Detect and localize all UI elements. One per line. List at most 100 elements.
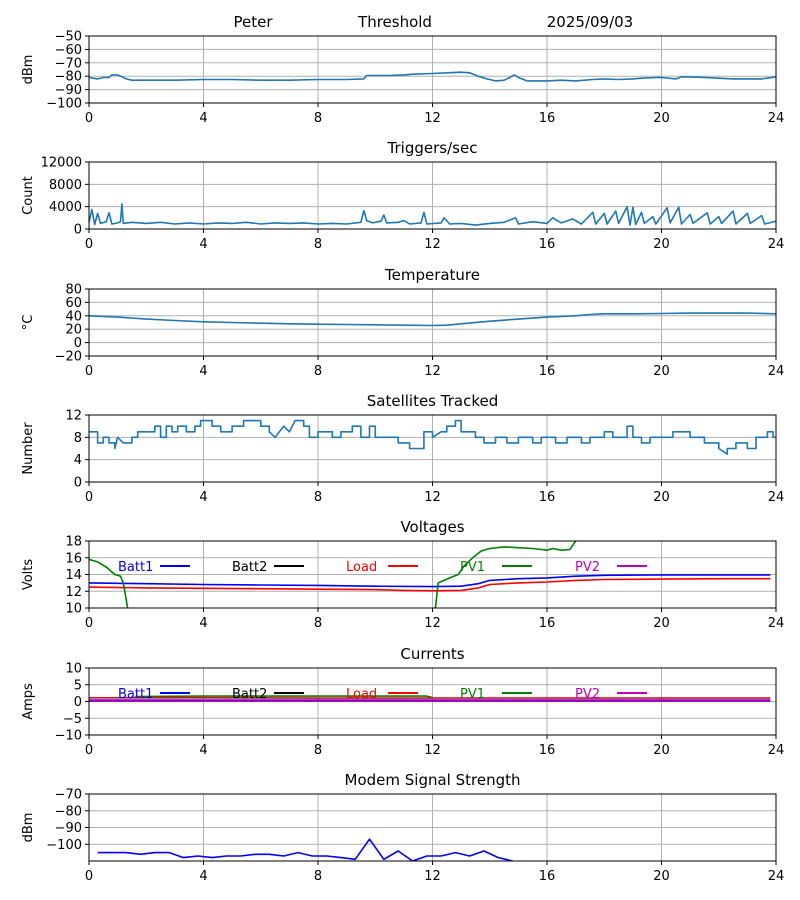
rssi-xtick-6: 24 [768, 111, 785, 126]
temperature-series-0 [89, 312, 776, 327]
voltages-ytick-3: 16 [65, 551, 82, 566]
header-row: Peter Threshold 2025/09/03 [233, 13, 633, 31]
temperature-ytick-1: 0 [74, 336, 82, 351]
satellites-series-0 [89, 419, 776, 455]
currents-series-pv1 [134, 695, 433, 699]
triggers-xtick-5: 20 [653, 237, 670, 252]
modem-xtick-0: 0 [85, 869, 93, 884]
triggers-ylabel: Count [21, 176, 36, 215]
currents-legend-batt2: Batt2 [232, 687, 267, 702]
currents-xtick-5: 20 [653, 743, 670, 758]
voltages-xtick-6: 24 [768, 616, 785, 631]
modem-ytick-3: −70 [55, 788, 82, 803]
temperature-xtick-0: 0 [85, 364, 93, 379]
currents-legend-pv2: PV2 [575, 687, 600, 702]
satellites-ytick-1: 4 [74, 453, 82, 468]
rssi-xtick-0: 0 [85, 111, 93, 126]
triggers-xtick-6: 24 [768, 237, 785, 252]
triggers-series-0 [89, 203, 776, 226]
rssi-ytick-1: −90 [55, 83, 82, 98]
triggers-title: Triggers/sec [387, 139, 478, 157]
triggers-ytick-2: 8000 [49, 178, 82, 193]
voltages-legend-batt1: Batt1 [118, 560, 153, 575]
voltages-ytick-1: 12 [65, 585, 82, 600]
satellites-xtick-4: 16 [539, 490, 556, 505]
satellites-xtick-0: 0 [85, 490, 93, 505]
satellites-panel: 0 4 8 12 16 20 24 0 4 8 12 Satellites Tracked Number [21, 392, 784, 505]
rssi-xtick-1: 4 [199, 111, 207, 126]
voltages-series-load [89, 577, 771, 592]
currents-legend-load: Load [346, 687, 377, 702]
temperature-xtick-1: 4 [199, 364, 207, 379]
rssi-ytick-4: −60 [55, 43, 82, 58]
currents-xtick-3: 12 [424, 743, 441, 758]
modem-xtick-5: 20 [653, 869, 670, 884]
currents-ylabel: Amps [21, 683, 36, 720]
triggers-panel: 0 4 8 12 16 20 24 0 4000 8000 12000 Triggers/sec Cou… [21, 139, 784, 252]
currents-ytick-4: 10 [65, 662, 82, 677]
currents-xtick-1: 4 [199, 743, 207, 758]
voltages-legend-batt2: Batt2 [232, 560, 267, 575]
modem-panel: 0 4 8 12 16 20 24 −100 −90 −80−70 Modem Signal Str… [21, 771, 784, 884]
voltages-ytick-2: 14 [65, 568, 82, 583]
rssi-ytick-3: −70 [55, 56, 82, 71]
voltages-ylabel: Volts [21, 559, 36, 591]
triggers-xtick-3: 12 [424, 237, 441, 252]
triggers-xtick-0: 0 [85, 237, 93, 252]
currents-legend-batt1: Batt1 [118, 687, 153, 702]
triggers-ytick-3: 12000 [41, 156, 82, 171]
temperature-ytick-2: 20 [65, 323, 82, 338]
triggers-xtick-4: 16 [539, 237, 556, 252]
currents-xtick-0: 0 [85, 743, 93, 758]
rssi-xtick-3: 12 [424, 111, 441, 126]
currents-xtick-4: 16 [539, 743, 556, 758]
currents-ytick-1: −5 [63, 712, 82, 727]
voltages-xtick-2: 8 [314, 616, 322, 631]
modem-ytick-1: −90 [55, 821, 82, 836]
temperature-xtick-2: 8 [314, 364, 322, 379]
voltages-title: Voltages [400, 518, 464, 536]
rssi-xtick-4: 16 [539, 111, 556, 126]
voltages-series-pv1 [89, 558, 129, 608]
satellites-title: Satellites Tracked [367, 392, 498, 410]
triggers-ytick-1: 4000 [49, 200, 82, 215]
satellites-xtick-3: 12 [424, 490, 441, 505]
currents-xtick-6: 24 [768, 743, 785, 758]
mode-label: Threshold [357, 13, 432, 31]
temperature-ylabel: °C [21, 315, 36, 331]
voltages-legend-pv1: PV1 [460, 560, 485, 575]
temperature-xtick-4: 16 [539, 364, 556, 379]
triggers-xtick-1: 4 [199, 237, 207, 252]
temperature-ytick-0: −20 [55, 350, 82, 365]
satellites-xtick-5: 20 [653, 490, 670, 505]
temperature-xtick-5: 20 [653, 364, 670, 379]
voltages-xtick-3: 12 [424, 616, 441, 631]
temperature-ytick-5: 80 [65, 283, 82, 298]
satellites-ytick-0: 0 [74, 476, 82, 491]
voltages-xtick-0: 0 [85, 616, 93, 631]
station-name: Peter [233, 13, 273, 31]
modem-xtick-6: 24 [768, 869, 785, 884]
temperature-ytick-3: 40 [65, 309, 82, 324]
modem-xtick-1: 4 [199, 869, 207, 884]
modem-series-0 [97, 838, 513, 861]
modem-xtick-3: 12 [424, 869, 441, 884]
currents-title: Currents [400, 645, 464, 663]
temperature-xtick-6: 24 [768, 364, 785, 379]
modem-ytick-2: −80 [55, 804, 82, 819]
rssi-ytick-0: −100 [46, 97, 82, 112]
rssi-ytick-2: −80 [55, 70, 82, 85]
voltages-legend-pv2: PV2 [575, 560, 600, 575]
voltages-xtick-4: 16 [539, 616, 556, 631]
voltages-series-batt1 [89, 574, 771, 588]
currents-ytick-3: 5 [74, 678, 82, 693]
rssi-xtick-5: 20 [653, 111, 670, 126]
temperature-title: Temperature [384, 266, 480, 284]
temperature-xtick-3: 12 [424, 364, 441, 379]
voltages-legend-load: Load [346, 560, 377, 575]
currents-xtick-2: 8 [314, 743, 322, 758]
satellites-xtick-1: 4 [199, 490, 207, 505]
